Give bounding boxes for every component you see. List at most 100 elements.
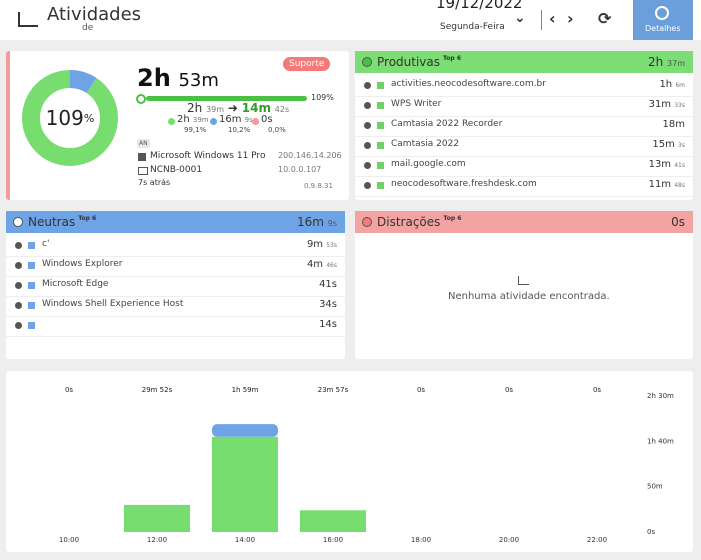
donut-center: 109% [46, 106, 95, 130]
progress-bar [146, 96, 307, 101]
refresh-button[interactable]: ⟳ [598, 9, 612, 28]
time-minor: 53s [326, 242, 337, 249]
row-icon [15, 302, 22, 309]
row-divider [6, 336, 345, 337]
total-label: 1h 59m [232, 386, 259, 394]
app-name: Windows Explorer [42, 259, 123, 269]
time-major: 2h [177, 114, 190, 125]
app-time: 11m 48s [649, 179, 685, 190]
time-major: 18m [662, 119, 685, 130]
legend-percent: 0,0% [268, 126, 286, 134]
app-icon [28, 322, 35, 329]
app-icon [28, 262, 35, 269]
bar-segment [212, 436, 278, 532]
details-icon [655, 6, 669, 20]
app-name: Windows Shell Experience Host [42, 299, 184, 309]
legend-dot [210, 118, 217, 125]
os-icon [138, 153, 146, 161]
empty-message: Nenhuma atividade encontrada. [448, 291, 610, 302]
productive-card [355, 51, 693, 200]
y-tick-label: 2h 30m [647, 392, 674, 400]
app-time: 31m 33s [649, 99, 685, 110]
time-major: 15m [652, 139, 675, 150]
app-icon [377, 122, 384, 129]
card-title: Produtivas Top 6 [377, 55, 461, 69]
total-time: 2h 53m [137, 64, 219, 92]
donut-chart: 109% [22, 70, 118, 166]
header-icon [13, 217, 23, 227]
row-divider [6, 276, 345, 277]
legend-dot [168, 118, 175, 125]
app-icon [377, 102, 384, 109]
date: 19/12/2022 [436, 0, 523, 12]
machine-icon [138, 167, 148, 175]
card-title: Distrações Top 6 [377, 215, 461, 229]
time-minor: 53m [178, 70, 219, 91]
total-label: 29m 52s [142, 386, 173, 394]
time-minor: 37m [667, 59, 685, 68]
time-major: 2h [647, 55, 664, 69]
card-header [355, 211, 693, 233]
bar-segment [212, 424, 278, 437]
app-name: Camtasia 2022 [391, 139, 460, 149]
app-name: mail.google.com [391, 159, 466, 169]
row-icon [364, 142, 371, 149]
time-major: 31m [648, 99, 672, 110]
weekday: Segunda-Feira [440, 22, 505, 32]
time-minor: 9s [244, 116, 253, 124]
time-major: 0s [261, 114, 273, 125]
legend-time: 0s [261, 114, 273, 125]
bar-segment [300, 510, 366, 532]
row-divider [6, 256, 345, 257]
app-icon [28, 302, 35, 309]
time-major: 4m [306, 259, 324, 270]
time-major: 2h [137, 64, 171, 92]
next-button[interactable]: › [567, 9, 574, 28]
app-name: WPS Writer [391, 99, 442, 109]
dropdown-icon[interactable]: ⌄ [514, 10, 526, 26]
app-time: 1h 6m [659, 79, 685, 90]
row-icon [15, 262, 22, 269]
time-major: 34s [319, 299, 337, 310]
time-major: 13m [648, 159, 672, 170]
last-seen: 7s atrás [138, 178, 171, 187]
bar-segment [124, 504, 190, 532]
x-tick-label: 14:00 [235, 536, 255, 544]
time-major: 16m [219, 114, 242, 125]
prev-button[interactable]: ‹ [549, 9, 556, 28]
time-major: 14s [319, 319, 337, 330]
top-badge: Top 6 [443, 215, 462, 222]
details-label[interactable]: Detalhes [645, 24, 681, 33]
neutral-card [6, 211, 345, 359]
time-minor: 3s [678, 142, 685, 149]
app-icon [377, 182, 384, 189]
y-tick-label: 50m [647, 483, 663, 491]
donut-percent: 109 [46, 106, 84, 130]
app-time: 9m 53s [307, 239, 337, 250]
time-minor: 48s [674, 182, 685, 189]
row-icon [15, 282, 22, 289]
row-divider [355, 116, 693, 117]
legend-time: 2h 39m [177, 114, 209, 125]
app-name: Camtasia 2022 Recorder [391, 119, 503, 129]
card-title-text: Distrações [377, 215, 441, 229]
row-divider [6, 316, 345, 317]
card-title-text: Produtivas [377, 55, 441, 69]
time-minor: 39m [206, 105, 225, 114]
user-initials: AN [137, 139, 150, 148]
row-divider [355, 176, 693, 177]
app-time: 18m [663, 119, 685, 130]
legend-percent: 99,1% [184, 126, 207, 134]
header-icon [362, 217, 372, 227]
card-header [6, 211, 345, 233]
time-major: 2h [187, 101, 203, 115]
card-total: 16m 9s [297, 215, 337, 229]
row-icon [364, 82, 371, 89]
public-ip: 200.146.14.206 [278, 151, 342, 160]
x-tick-label: 20:00 [499, 536, 519, 544]
app-time: 13m 41s [649, 159, 685, 170]
app-icon [377, 142, 384, 149]
support-button[interactable]: Suporte [283, 57, 331, 71]
header-bar [0, 0, 701, 40]
x-tick-label: 12:00 [147, 536, 167, 544]
